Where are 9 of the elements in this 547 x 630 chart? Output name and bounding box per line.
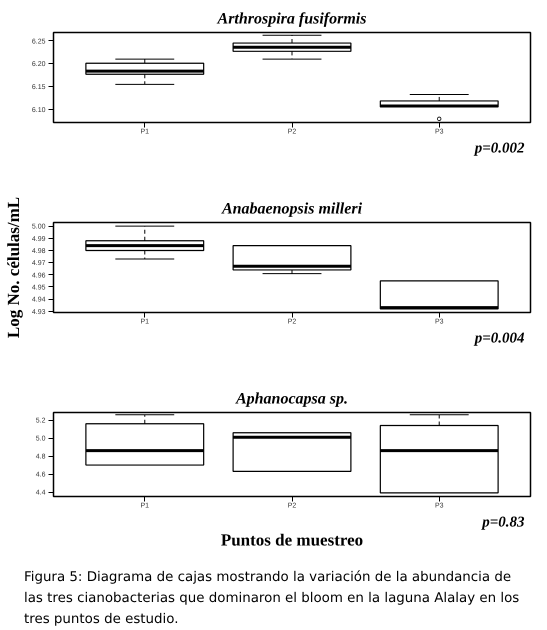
text: p=0.004 [472, 330, 525, 346]
chart-title: Arthrospira fusiformis [216, 10, 366, 28]
text: p=0.002 [472, 140, 525, 156]
text: p=0.83 [480, 514, 525, 530]
y-axis-title: Log No. células/mL [4, 196, 23, 338]
x-axis-title: Puntos de muestreo [220, 530, 364, 550]
chart-title: Aphanocapsa sp. [234, 390, 348, 408]
chart-title: Anabaenopsis milleri [220, 200, 363, 218]
text: Figura 5: Diagrama de cajas mostrando la variación de la abundancia de las tres cianobacterias que dominaron el bloom en la laguna Alalay en los tres puntos de estudio. [24, 569, 520, 629]
